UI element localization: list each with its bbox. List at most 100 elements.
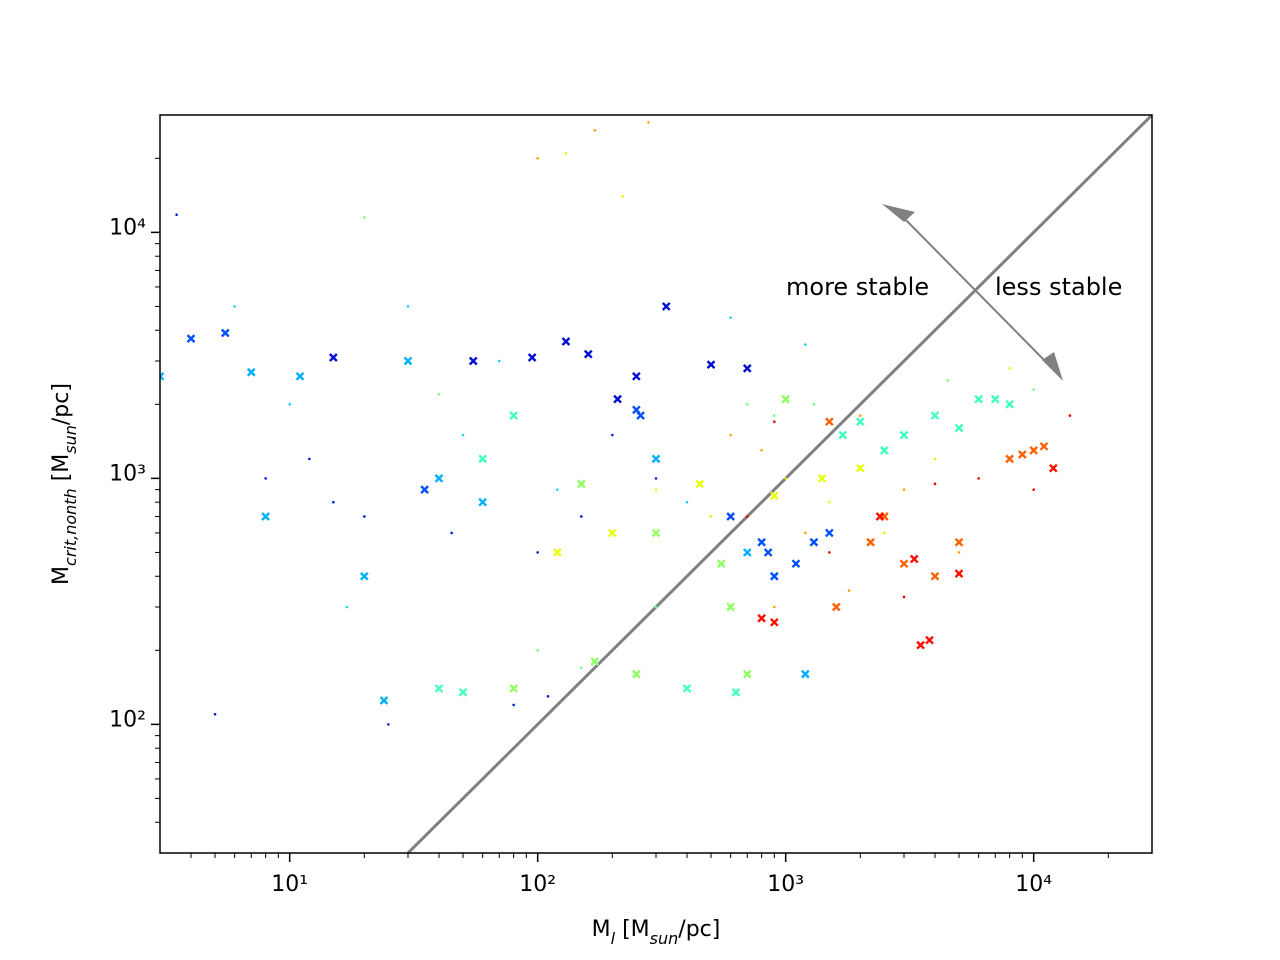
dot-marker bbox=[1008, 367, 1011, 370]
annotation: less stable bbox=[995, 273, 1122, 301]
x-marker bbox=[1039, 441, 1049, 451]
dot-marker bbox=[536, 157, 539, 160]
plot-frame bbox=[159, 114, 1153, 854]
dot-marker bbox=[461, 433, 465, 437]
dot-marker bbox=[363, 515, 366, 518]
x-marker bbox=[295, 371, 305, 381]
dot-marker bbox=[450, 531, 453, 535]
dot-marker bbox=[804, 343, 807, 346]
dot-marker bbox=[902, 488, 906, 491]
dot-marker bbox=[729, 433, 732, 437]
x-marker bbox=[838, 430, 848, 440]
x-marker bbox=[763, 548, 773, 557]
x-marker bbox=[561, 337, 571, 346]
dot-marker bbox=[883, 531, 886, 535]
x-marker bbox=[695, 479, 705, 489]
dot-marker bbox=[685, 500, 689, 504]
x-marker bbox=[420, 485, 429, 494]
dot-marker bbox=[308, 457, 311, 461]
x-marker bbox=[434, 474, 444, 483]
x-marker bbox=[726, 602, 736, 612]
x-marker bbox=[478, 454, 488, 464]
x-marker bbox=[632, 371, 641, 381]
x-marker bbox=[899, 430, 909, 440]
x-marker bbox=[509, 411, 518, 420]
dot-marker bbox=[1032, 488, 1035, 491]
dot-marker bbox=[933, 457, 937, 461]
x-marker bbox=[359, 571, 369, 581]
x-marker bbox=[800, 669, 810, 679]
x-marker bbox=[909, 554, 919, 564]
dot-marker bbox=[406, 305, 410, 308]
x-marker bbox=[186, 334, 196, 343]
x-marker bbox=[899, 559, 909, 569]
x-marker bbox=[930, 571, 940, 581]
dot-marker bbox=[564, 151, 568, 155]
dot-marker bbox=[288, 403, 291, 406]
x-marker bbox=[769, 571, 779, 581]
dot-marker bbox=[902, 595, 906, 599]
x-marker bbox=[552, 548, 562, 557]
x-marker bbox=[661, 302, 671, 311]
dot-marker bbox=[760, 449, 763, 452]
y-axis-label: Mcrit,nonth [Msun/pc] bbox=[49, 383, 80, 585]
plot-marks bbox=[160, 115, 1152, 853]
x-axis-label: Ml [Msun/pc] bbox=[592, 917, 721, 948]
annotation: more stable bbox=[786, 273, 929, 301]
dot-marker bbox=[437, 392, 441, 396]
x-marker bbox=[875, 512, 885, 521]
x-marker bbox=[742, 364, 752, 373]
x-marker bbox=[930, 411, 940, 420]
x-marker bbox=[478, 497, 488, 507]
dot-marker bbox=[512, 703, 515, 707]
dot-marker bbox=[977, 477, 980, 480]
x-marker bbox=[583, 349, 593, 359]
x-marker bbox=[831, 602, 841, 612]
dot-marker bbox=[536, 551, 539, 554]
dot-marker bbox=[847, 589, 851, 592]
x-marker bbox=[726, 512, 736, 521]
dot-marker bbox=[709, 515, 713, 518]
x-marker bbox=[1029, 445, 1039, 455]
dot-marker bbox=[828, 500, 831, 504]
x-marker bbox=[1017, 450, 1027, 459]
dot-marker bbox=[804, 531, 807, 535]
x-tick-label: 10² bbox=[519, 872, 556, 897]
dot-marker bbox=[784, 477, 787, 480]
x-marker bbox=[246, 367, 256, 377]
x-marker bbox=[757, 537, 766, 547]
dot-marker bbox=[654, 488, 658, 491]
x-marker bbox=[1005, 399, 1014, 409]
x-marker bbox=[403, 356, 413, 366]
x-marker bbox=[769, 491, 779, 501]
x-marker bbox=[590, 657, 600, 666]
x-marker bbox=[434, 684, 444, 693]
x-marker bbox=[974, 394, 984, 404]
dot-marker bbox=[546, 695, 550, 698]
x-marker bbox=[916, 640, 925, 650]
dot-marker bbox=[233, 305, 236, 308]
axis-label-part: sun bbox=[650, 929, 679, 948]
dot-marker bbox=[933, 482, 937, 486]
x-marker bbox=[576, 479, 586, 489]
dot-marker bbox=[345, 605, 349, 609]
axis-label-part: M bbox=[49, 566, 74, 585]
dot-marker bbox=[745, 515, 749, 518]
x-marker bbox=[328, 353, 338, 362]
axis-label-part: M bbox=[592, 917, 611, 942]
x-marker bbox=[651, 454, 661, 464]
y-tick-label: 10² bbox=[109, 707, 146, 732]
x-marker bbox=[742, 669, 752, 679]
dot-marker bbox=[264, 477, 267, 480]
dot-marker bbox=[859, 414, 862, 417]
dot-marker bbox=[611, 433, 614, 437]
dot-marker bbox=[332, 500, 335, 504]
x-marker bbox=[379, 696, 389, 705]
x-marker bbox=[757, 613, 766, 623]
axis-label-part: /pc] bbox=[49, 383, 74, 425]
axis-label-part: crit,nonth bbox=[61, 488, 80, 566]
x-marker bbox=[1005, 454, 1014, 464]
x-tick-label: 10³ bbox=[767, 872, 804, 897]
x-marker bbox=[855, 463, 865, 473]
